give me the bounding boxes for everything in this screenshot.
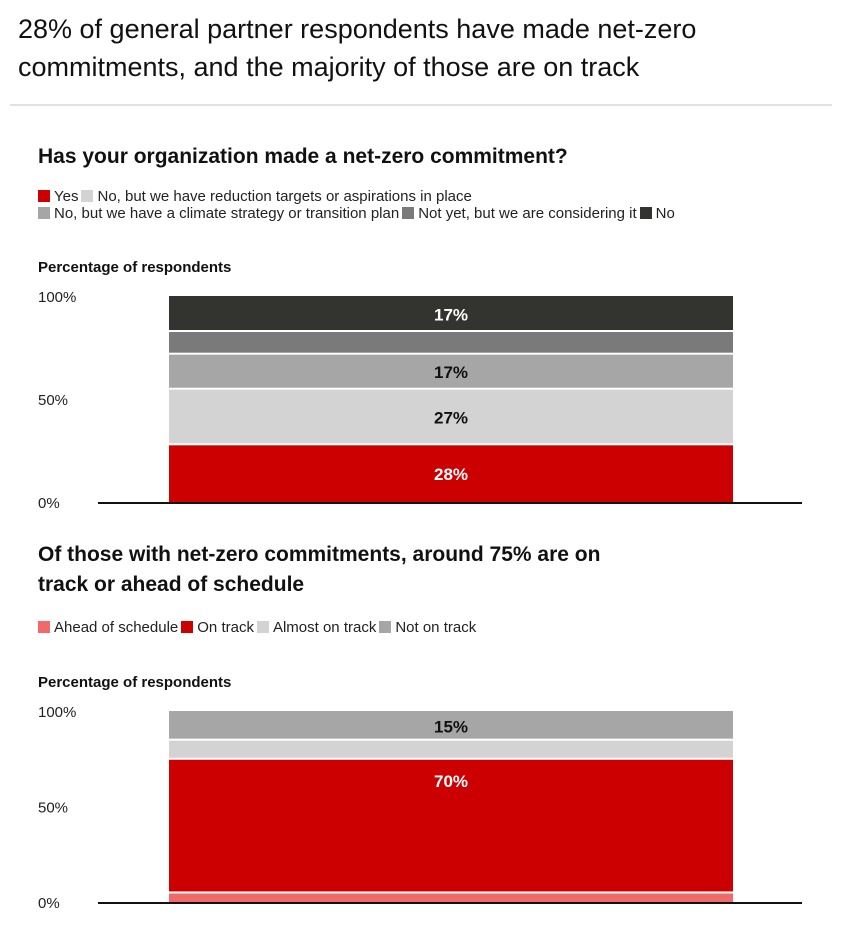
data-label-yes: 28% xyxy=(434,465,468,484)
legend-label: No, but we have a climate strategy or tr… xyxy=(54,205,400,222)
legend-swatch xyxy=(379,621,392,633)
data-label-no-but-we-have-a-climate-strategy-or-transition-plan: 17% xyxy=(434,363,468,382)
legend-label: Not on track xyxy=(395,619,477,636)
legend-item-on-track: On track xyxy=(181,619,254,636)
legend-swatch xyxy=(38,190,50,202)
main-title-line-1: 28% of general partner respondents have … xyxy=(18,14,697,44)
chart2-title-line-1: Of those with net-zero commitments, arou… xyxy=(38,543,601,566)
legend-row: Ahead of schedule On track Almost on track… xyxy=(38,619,479,636)
y-tick-label: 100% xyxy=(38,289,76,306)
main-title: 28% of general partner respondents have … xyxy=(18,10,818,86)
legend-label: Yes xyxy=(54,188,79,205)
legend-label: No xyxy=(655,205,675,222)
chart1-y-axis-title: Percentage of respondents xyxy=(38,259,232,276)
legend-item-no-but-we-have-a-climate-strategy-or-transition-plan: No, but we have a climate strategy or tr… xyxy=(38,205,399,222)
bar-segment-ahead-of-schedule xyxy=(169,893,733,902)
chart1-plot: 0% 50% 100% 28% 27% 17% 17% xyxy=(38,289,802,512)
data-label-on-track: 70% xyxy=(434,772,468,791)
title-divider xyxy=(10,104,832,106)
y-tick-label: 0% xyxy=(38,495,60,512)
chart2-title-line-2: track or ahead of schedule xyxy=(38,573,305,596)
y-tick-label: 0% xyxy=(38,895,60,912)
bar-segment-almost-on-track xyxy=(169,740,733,758)
main-title-line-2: commitments, and the majority of those a… xyxy=(18,52,640,82)
legend-item-not-yet-but-we-are-considering-it: Not yet, but we are considering it xyxy=(402,205,637,222)
bar-segment-not-on-track xyxy=(169,711,733,739)
legend-swatch xyxy=(38,207,50,219)
chart1-legend: Yes No, but we have reduction targets or … xyxy=(38,188,678,222)
chart2-legend: Ahead of schedule On track Almost on track… xyxy=(38,619,479,636)
legend-swatch xyxy=(38,621,50,633)
legend-item-almost-on-track: Almost on track xyxy=(256,619,377,636)
legend-row: Yes No, but we have reduction targets or … xyxy=(38,188,678,205)
y-tick-label: 50% xyxy=(38,800,68,817)
bar-segment-no-but-we-have-a-climate-strategy-or-transition-plan xyxy=(169,354,733,388)
chart2-y-axis-title: Percentage of respondents xyxy=(38,674,232,691)
chart1-title: Has your organization made a net-zero co… xyxy=(38,145,568,168)
legend-item-ahead-of-schedule: Ahead of schedule xyxy=(38,619,178,636)
legend-swatch xyxy=(402,207,415,219)
bar-segment-not-yet-but-we-are-considering-it xyxy=(169,332,733,353)
chart2-title: Of those with net-zero commitments, arou… xyxy=(38,540,600,600)
legend-label: Not yet, but we are considering it xyxy=(418,205,637,222)
legend-label: No, but we have reduction targets or asp… xyxy=(97,188,472,205)
y-tick-label: 50% xyxy=(38,392,68,409)
legend-label: Ahead of schedule xyxy=(54,619,179,636)
y-tick-label: 100% xyxy=(38,704,76,721)
legend-item-not-on-track: Not on track xyxy=(379,619,476,636)
data-label-not-on-track: 15% xyxy=(434,717,468,736)
legend-label: Almost on track xyxy=(272,619,377,636)
legend-swatch xyxy=(256,621,269,633)
bar-segment-no-but-we-have-reduction-targets-or-aspirations-in-place xyxy=(169,389,733,444)
legend-item-yes: Yes xyxy=(38,188,78,205)
legend-row: No, but we have a climate strategy or tr… xyxy=(38,205,678,222)
legend-label: On track xyxy=(197,619,254,636)
legend-swatch xyxy=(81,190,94,202)
data-label-no: 17% xyxy=(434,306,468,325)
bar-segment-on-track xyxy=(169,759,733,892)
data-label-no-but-we-have-reduction-targets-or-aspirations-in-place: 27% xyxy=(434,409,468,428)
legend-swatch xyxy=(639,207,652,219)
bar-segment-no xyxy=(169,296,733,331)
bar-segment-yes xyxy=(169,445,733,502)
legend-item-no-but-we-have-reduction-targets-or-aspirations-in-place: No, but we have reduction targets or asp… xyxy=(81,188,472,205)
legend-item-no: No xyxy=(639,205,675,222)
legend-swatch xyxy=(181,621,194,633)
chart2-plot: 0% 50% 100% 70% 15% xyxy=(38,704,802,912)
